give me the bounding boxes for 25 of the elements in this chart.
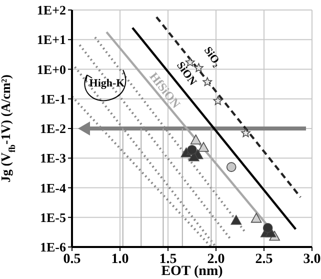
y-tick-label: 1E-4 [40,180,66,196]
point [190,134,202,144]
point [202,77,212,86]
point [187,144,197,155]
x-axis-title: EOT (nm) [161,264,224,279]
y-tick-label: 1E+1 [36,32,66,48]
x-tick-label: 3.0 [303,252,321,267]
point [262,223,273,233]
y-tick-label: 1E-2 [40,121,66,136]
x-tick-label: 2.5 [255,252,273,267]
point [198,142,209,152]
y-tick-label: 1E-3 [40,150,66,166]
y-tick-label: 1E-1 [40,91,66,106]
x-tick-label: 1.5 [159,252,177,267]
y-tick-label: 1E+0 [36,62,66,77]
y-tick-label: 1E-5 [40,210,66,225]
y-tick-label: 1E+2 [36,2,66,18]
x-tick-label: 1.0 [111,252,129,267]
point [213,96,223,106]
point [230,215,242,225]
point [250,212,262,223]
point [226,162,236,172]
point [241,128,250,138]
annotation: High-K [89,78,126,90]
x-tick-label: 2.0 [207,252,225,267]
